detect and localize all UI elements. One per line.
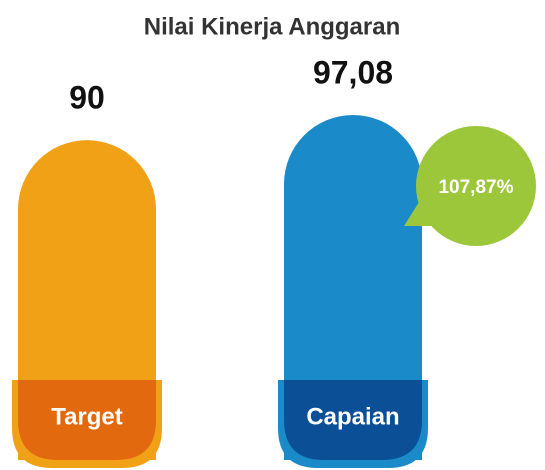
- value-label: 97,08: [313, 54, 393, 90]
- chart-title: Nilai Kinerja Anggaran: [144, 13, 401, 40]
- annotation: 107,87%: [438, 177, 513, 198]
- value-label: 90: [69, 80, 105, 116]
- category-label: Target: [51, 403, 123, 430]
- bar-base: [284, 380, 422, 460]
- bar: [284, 115, 422, 460]
- category-label: Capaian: [306, 403, 399, 430]
- callout: [416, 126, 536, 246]
- bar-base: [18, 380, 156, 460]
